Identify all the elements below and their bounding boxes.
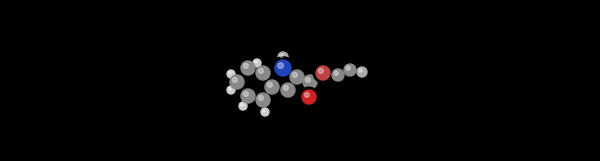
Circle shape: [346, 66, 350, 70]
Circle shape: [256, 93, 270, 107]
Circle shape: [241, 89, 255, 103]
Circle shape: [238, 100, 248, 112]
Circle shape: [259, 95, 263, 100]
Circle shape: [276, 50, 290, 64]
Circle shape: [281, 83, 295, 97]
Circle shape: [299, 87, 319, 107]
Circle shape: [227, 72, 247, 92]
Circle shape: [287, 67, 307, 87]
Circle shape: [262, 109, 265, 112]
Circle shape: [334, 71, 338, 75]
Circle shape: [272, 57, 294, 79]
Circle shape: [329, 67, 346, 83]
Circle shape: [262, 77, 282, 97]
Circle shape: [278, 80, 298, 100]
Circle shape: [357, 67, 367, 77]
Circle shape: [319, 68, 323, 73]
Circle shape: [253, 59, 261, 67]
Circle shape: [259, 106, 271, 118]
Circle shape: [238, 58, 258, 78]
Circle shape: [305, 77, 310, 82]
Circle shape: [239, 102, 247, 110]
Circle shape: [283, 85, 289, 90]
Circle shape: [229, 71, 231, 74]
Circle shape: [303, 75, 317, 89]
Circle shape: [341, 62, 358, 78]
Circle shape: [300, 72, 320, 92]
Circle shape: [241, 103, 243, 106]
Circle shape: [259, 68, 263, 73]
Circle shape: [316, 66, 330, 80]
Circle shape: [268, 82, 272, 87]
Circle shape: [355, 65, 369, 79]
Circle shape: [226, 68, 236, 80]
Circle shape: [227, 70, 235, 78]
Circle shape: [332, 69, 344, 81]
Circle shape: [244, 63, 248, 68]
Circle shape: [313, 63, 333, 83]
Circle shape: [275, 60, 291, 76]
Circle shape: [290, 70, 304, 84]
Circle shape: [256, 66, 270, 80]
Circle shape: [232, 77, 238, 82]
Circle shape: [226, 84, 236, 96]
Circle shape: [265, 80, 279, 94]
Circle shape: [253, 90, 273, 110]
Circle shape: [229, 87, 231, 90]
Circle shape: [253, 63, 273, 83]
Circle shape: [344, 64, 356, 76]
Circle shape: [238, 86, 258, 106]
Circle shape: [292, 72, 298, 77]
Circle shape: [304, 92, 310, 97]
Circle shape: [359, 69, 362, 72]
Circle shape: [278, 52, 288, 62]
Circle shape: [230, 75, 244, 89]
Circle shape: [278, 63, 283, 68]
Circle shape: [302, 90, 316, 104]
Circle shape: [244, 91, 248, 96]
Circle shape: [280, 54, 283, 57]
Circle shape: [227, 86, 235, 94]
Circle shape: [251, 57, 263, 69]
Circle shape: [261, 108, 269, 116]
Circle shape: [241, 61, 255, 75]
Circle shape: [254, 60, 257, 63]
